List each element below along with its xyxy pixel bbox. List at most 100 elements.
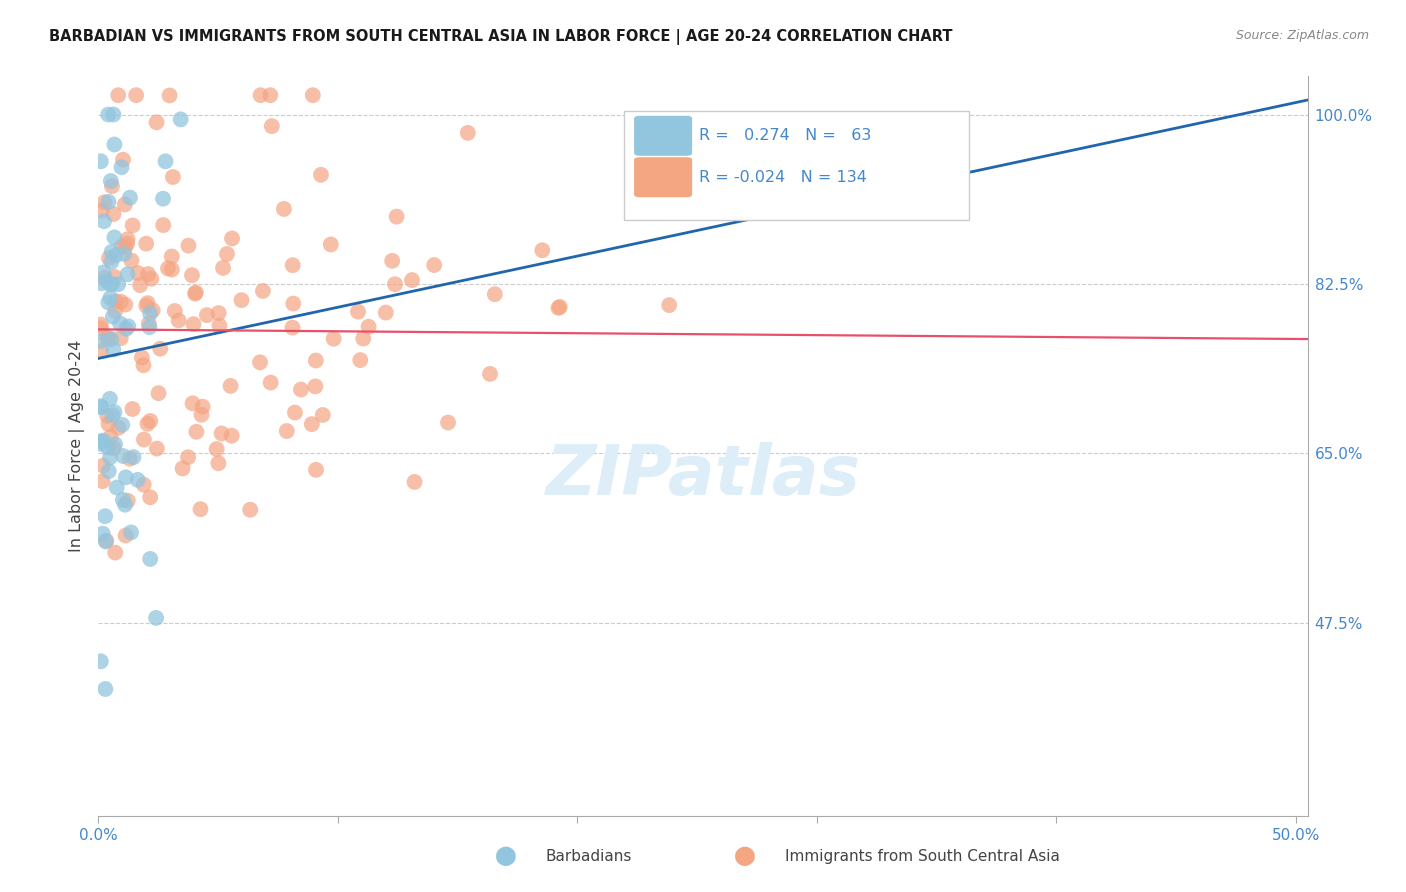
Point: [172, 461, 194, 475]
Point: [94, 534, 117, 549]
Point: [91, 474, 114, 488]
Point: [548, 300, 571, 314]
Point: [96, 533, 118, 548]
Point: [93, 214, 115, 228]
Point: [90, 203, 112, 218]
FancyBboxPatch shape: [634, 157, 692, 197]
Point: [276, 424, 298, 438]
Point: [457, 126, 479, 140]
Point: [239, 502, 262, 516]
Point: [97, 107, 120, 121]
Point: [122, 450, 145, 464]
Point: [112, 449, 135, 463]
Point: [93, 265, 115, 279]
FancyBboxPatch shape: [624, 111, 969, 220]
Point: [205, 442, 228, 456]
Point: [357, 319, 380, 334]
Point: [135, 299, 157, 313]
Point: [97, 464, 120, 478]
Point: [183, 317, 205, 331]
Point: [93, 195, 115, 210]
Point: [190, 408, 212, 422]
Point: [149, 342, 172, 356]
Point: [290, 383, 312, 397]
Point: [139, 414, 162, 428]
Point: [107, 421, 129, 435]
Point: [96, 274, 118, 288]
Text: Immigrants from South Central Asia: Immigrants from South Central Asia: [785, 849, 1060, 863]
Point: [131, 351, 153, 365]
Point: [347, 304, 370, 318]
Point: [190, 502, 212, 516]
Point: [100, 174, 122, 188]
Y-axis label: In Labor Force | Age 20-24: In Labor Force | Age 20-24: [69, 340, 84, 552]
Point: [97, 417, 120, 431]
Point: [115, 322, 138, 336]
Point: [281, 258, 304, 272]
Point: [103, 343, 125, 357]
Point: [100, 430, 122, 444]
Point: [284, 406, 307, 420]
Point: [132, 358, 155, 372]
Point: [114, 498, 136, 512]
Point: [374, 305, 396, 319]
Point: [349, 353, 371, 368]
Text: BARBADIAN VS IMMIGRANTS FROM SOUTH CENTRAL ASIA IN LABOR FORCE | AGE 20-24 CORRE: BARBADIAN VS IMMIGRANTS FROM SOUTH CENTR…: [49, 29, 953, 45]
Point: [384, 277, 406, 292]
Point: [101, 310, 124, 324]
Point: [90, 277, 112, 291]
Point: [148, 386, 170, 401]
Text: ⬤: ⬤: [495, 847, 517, 866]
Point: [90, 399, 112, 413]
Point: [309, 168, 332, 182]
Point: [423, 258, 446, 272]
Point: [139, 490, 162, 504]
Point: [112, 247, 135, 261]
Point: [97, 194, 120, 209]
Point: [404, 475, 426, 489]
Point: [305, 463, 328, 477]
Point: [121, 253, 143, 268]
Point: [252, 284, 274, 298]
Point: [658, 298, 681, 312]
Point: [100, 332, 122, 346]
Point: [215, 247, 238, 261]
Point: [110, 160, 132, 174]
Point: [114, 297, 136, 311]
Point: [127, 473, 149, 487]
Point: [249, 88, 271, 103]
Point: [155, 154, 177, 169]
Point: [104, 269, 127, 284]
Point: [94, 681, 117, 696]
Point: [163, 304, 186, 318]
Point: [141, 271, 163, 285]
Point: [273, 202, 295, 216]
Point: [167, 313, 190, 327]
Point: [322, 332, 344, 346]
Point: [110, 294, 132, 309]
Point: [127, 266, 149, 280]
Point: [181, 268, 204, 283]
Point: [96, 409, 118, 423]
Point: [208, 318, 231, 333]
Point: [547, 301, 569, 315]
Point: [100, 291, 122, 305]
Point: [96, 331, 118, 345]
Point: [105, 481, 128, 495]
Point: [259, 88, 281, 103]
Point: [169, 112, 191, 127]
Point: [531, 244, 554, 258]
Point: [103, 107, 125, 121]
Point: [479, 367, 502, 381]
Point: [305, 353, 328, 368]
Point: [160, 250, 183, 264]
Point: [108, 317, 131, 331]
Point: [177, 450, 200, 465]
Point: [101, 179, 124, 194]
Point: [319, 237, 342, 252]
Point: [125, 88, 148, 103]
Point: [159, 88, 181, 103]
Point: [117, 267, 139, 281]
Point: [93, 434, 115, 448]
Point: [117, 319, 139, 334]
